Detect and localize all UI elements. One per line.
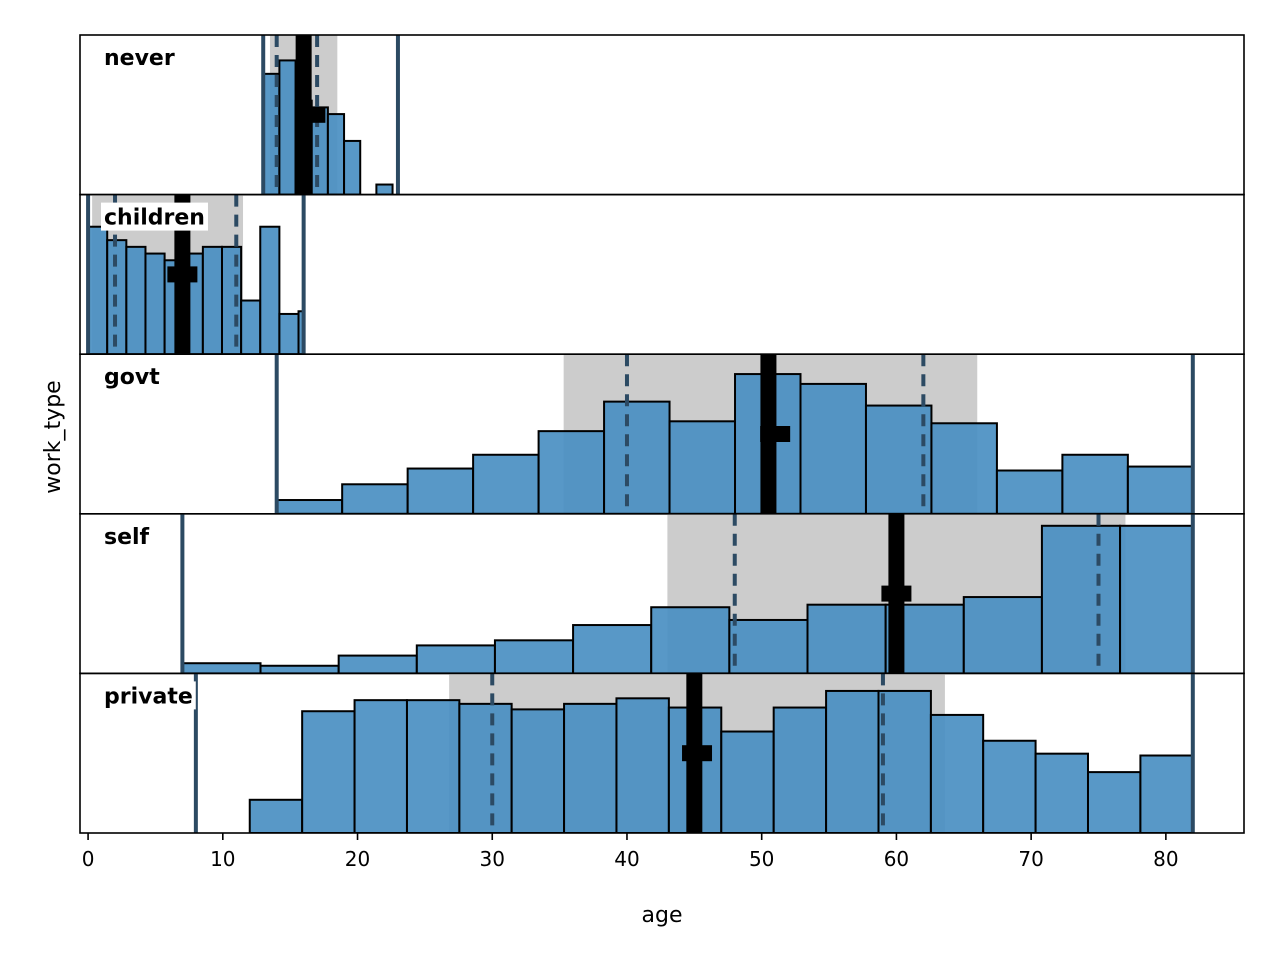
histogram-bar — [259, 664, 340, 674]
panel-never: never — [79, 34, 1245, 196]
histogram-bar — [982, 739, 1037, 834]
histogram-bar — [201, 245, 223, 355]
histogram-bar — [259, 225, 281, 355]
histogram-bar — [415, 644, 496, 674]
panel-content — [180, 513, 1195, 674]
histogram-bar — [806, 603, 887, 674]
x-tick-label: 0 — [82, 847, 95, 871]
panel-children: children — [79, 193, 1245, 356]
histogram-bar — [343, 139, 362, 195]
histogram-bar — [510, 708, 566, 834]
panel-content — [261, 35, 400, 195]
x-tick-label: 10 — [210, 847, 235, 871]
histogram-bar — [375, 183, 394, 195]
histogram-bar — [493, 639, 575, 674]
panel-label-background — [101, 202, 208, 231]
panel-self: self — [79, 512, 1245, 675]
histogram-bar — [563, 702, 618, 834]
x-axis-label: age — [642, 903, 683, 928]
mean-marker — [760, 426, 791, 442]
histogram-bar — [278, 59, 297, 195]
histogram-bar — [1061, 453, 1129, 514]
x-tick-label: 30 — [480, 847, 505, 871]
panel-label: children — [104, 206, 205, 231]
x-axis: 0 10 20 30 40 50 60 70 80 — [82, 833, 1179, 871]
panel-private: private — [79, 672, 1245, 834]
panel-content — [274, 354, 1195, 514]
histogram-bar — [537, 430, 606, 514]
histogram-bar — [728, 618, 809, 674]
histogram-bar — [353, 699, 408, 834]
histogram-bar — [472, 453, 540, 514]
panel-label: govt — [104, 365, 160, 390]
histogram-bar — [1126, 465, 1194, 514]
panel-label: private — [104, 684, 193, 709]
histogram-bar — [572, 624, 653, 674]
histogram-bar — [799, 382, 867, 514]
histogram-bar — [278, 312, 300, 355]
histogram-bar — [275, 499, 344, 514]
histogram-bar — [668, 420, 737, 514]
mean-marker — [881, 585, 912, 602]
histogram-bar — [929, 713, 985, 834]
y-axis-label: work_type — [41, 380, 66, 493]
panel-label-background — [101, 681, 196, 710]
histogram-bar — [930, 422, 998, 514]
histogram-bar — [87, 225, 109, 355]
histogram-bar — [1139, 754, 1194, 834]
histogram-bar — [248, 798, 304, 834]
panel-content — [86, 194, 306, 355]
histogram-bar — [1040, 524, 1122, 674]
panels: never children govt self private — [79, 34, 1245, 834]
panel-label-background — [101, 521, 153, 550]
histogram-bar — [603, 400, 671, 514]
histogram-bar — [825, 689, 880, 834]
histogram-bar — [877, 689, 932, 834]
histogram-bar — [240, 299, 262, 355]
panel-content — [193, 673, 1195, 834]
x-tick-label: 60 — [884, 847, 909, 871]
histogram-bar — [962, 596, 1043, 674]
histogram-bar — [615, 697, 670, 834]
mean-marker — [167, 266, 198, 283]
histogram-bar — [1034, 752, 1089, 834]
x-tick-label: 70 — [1018, 847, 1043, 871]
histogram-bar — [181, 662, 262, 674]
panel-frame — [79, 34, 1245, 196]
histogram-bar — [1086, 771, 1142, 834]
histogram-bar — [144, 252, 166, 355]
histogram-bar — [405, 699, 461, 834]
x-tick-label: 80 — [1153, 847, 1178, 871]
histogram-bar — [650, 606, 731, 674]
histogram-bar — [326, 113, 346, 195]
mean-marker — [295, 106, 326, 123]
panel-govt: govt — [79, 353, 1245, 515]
x-tick-label: 20 — [345, 847, 370, 871]
histogram-bar — [458, 702, 513, 834]
panel-label: never — [104, 46, 175, 71]
histogram-bar — [995, 469, 1064, 514]
histogram-bar — [341, 483, 409, 514]
panel-frame — [79, 672, 1245, 834]
panel-label-background — [101, 362, 163, 391]
histogram-bar — [125, 245, 147, 355]
x-tick-label: 50 — [749, 847, 774, 871]
x-tick-label: 40 — [614, 847, 639, 871]
histogram-bar — [301, 710, 356, 834]
histogram-bar — [406, 467, 475, 514]
panel-label: self — [104, 525, 150, 550]
histogram-bar — [1119, 524, 1194, 674]
histogram-bar — [337, 654, 418, 674]
histogram-bar — [720, 730, 775, 834]
panel-label-background — [101, 43, 178, 71]
mean-marker — [682, 745, 713, 762]
histogram-bar — [772, 706, 828, 834]
